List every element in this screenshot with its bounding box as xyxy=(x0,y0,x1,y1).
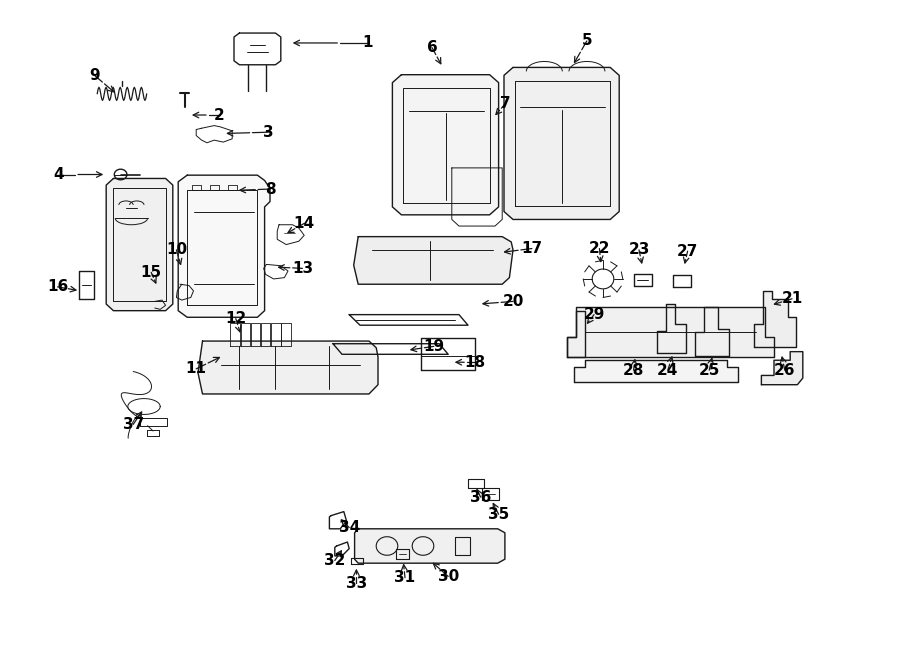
Text: 17: 17 xyxy=(521,241,543,256)
Polygon shape xyxy=(355,529,505,563)
Text: 36: 36 xyxy=(470,490,491,504)
Text: 6: 6 xyxy=(427,40,437,55)
Text: 23: 23 xyxy=(628,243,650,257)
Text: 8: 8 xyxy=(265,182,275,196)
Polygon shape xyxy=(754,291,796,347)
Text: 19: 19 xyxy=(423,339,445,354)
Text: 10: 10 xyxy=(166,243,187,257)
Polygon shape xyxy=(567,307,774,357)
Text: 15: 15 xyxy=(140,265,162,280)
Text: 11: 11 xyxy=(185,362,207,376)
Polygon shape xyxy=(695,307,729,356)
Polygon shape xyxy=(106,178,173,311)
Text: 22: 22 xyxy=(589,241,610,256)
Text: 9: 9 xyxy=(89,68,100,83)
Polygon shape xyxy=(504,67,619,219)
Text: 1: 1 xyxy=(362,36,373,50)
Text: 12: 12 xyxy=(225,311,247,326)
Text: 27: 27 xyxy=(677,244,698,258)
Text: 5: 5 xyxy=(581,34,592,48)
Text: 37: 37 xyxy=(122,417,144,432)
Polygon shape xyxy=(178,175,270,317)
Text: 34: 34 xyxy=(338,520,360,535)
Text: 25: 25 xyxy=(698,363,720,377)
Text: 21: 21 xyxy=(781,292,803,306)
Text: 14: 14 xyxy=(293,216,315,231)
Text: 18: 18 xyxy=(464,355,486,369)
Text: 20: 20 xyxy=(502,294,524,309)
Text: 33: 33 xyxy=(346,576,367,590)
Text: 32: 32 xyxy=(324,553,346,568)
Text: 29: 29 xyxy=(583,307,605,322)
Polygon shape xyxy=(392,75,499,215)
Polygon shape xyxy=(574,360,738,382)
Text: 2: 2 xyxy=(214,108,225,122)
Text: 35: 35 xyxy=(488,507,509,522)
Text: 30: 30 xyxy=(437,569,459,584)
Text: 26: 26 xyxy=(774,363,796,377)
Text: 28: 28 xyxy=(623,363,644,377)
Text: 7: 7 xyxy=(500,96,511,110)
Text: 3: 3 xyxy=(263,125,274,139)
Text: 4: 4 xyxy=(53,167,64,182)
Polygon shape xyxy=(198,341,378,394)
Polygon shape xyxy=(354,237,513,284)
Text: 16: 16 xyxy=(47,280,68,294)
Polygon shape xyxy=(761,352,803,385)
Text: 31: 31 xyxy=(394,570,416,585)
Text: 24: 24 xyxy=(657,363,679,377)
Polygon shape xyxy=(657,304,686,353)
Text: 13: 13 xyxy=(292,261,313,276)
